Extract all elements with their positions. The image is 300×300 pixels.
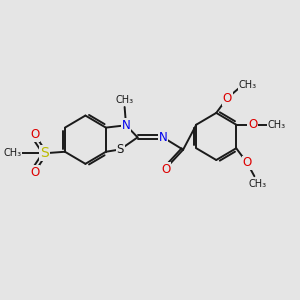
Text: CH₃: CH₃ (268, 120, 286, 130)
Text: O: O (248, 118, 258, 131)
Text: O: O (30, 128, 39, 141)
Text: S: S (117, 143, 124, 156)
Text: CH₃: CH₃ (116, 94, 134, 105)
Text: CH₃: CH₃ (238, 80, 256, 90)
Text: O: O (30, 166, 39, 178)
Text: S: S (40, 146, 49, 160)
Text: N: N (159, 131, 167, 144)
Text: O: O (242, 157, 252, 169)
Text: O: O (161, 163, 170, 176)
Text: CH₃: CH₃ (248, 178, 266, 189)
Text: N: N (122, 119, 130, 132)
Text: O: O (223, 92, 232, 105)
Text: CH₃: CH₃ (3, 148, 22, 158)
